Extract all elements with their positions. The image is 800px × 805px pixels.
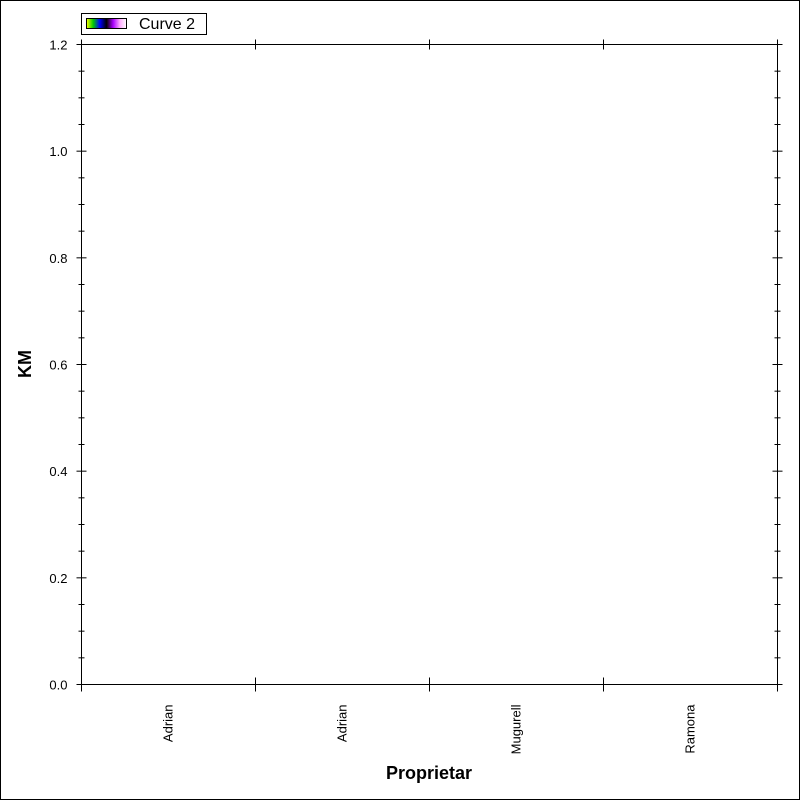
x-axis-tick-labels: Adrian Adrian Mugurell Ramona [161,704,698,755]
x-tick-label: Mugurell [509,704,524,754]
y-tick-label: 0.6 [49,358,67,373]
x-axis-title: Proprietar [386,763,472,783]
x-tick-label: Adrian [335,705,350,743]
x-tick-label: Ramona [683,704,698,754]
legend: Curve 2 [81,13,207,35]
legend-label: Curve 2 [139,16,195,33]
y-tick-label: 0.8 [49,251,67,266]
y-axis-ticks [76,44,783,685]
y-axis-title: KM [15,350,35,378]
y-tick-label: 0.2 [49,571,67,586]
y-tick-label: 0.4 [49,464,67,479]
y-axis-tick-labels: 0.0 0.2 0.4 0.6 0.8 1.0 1.2 [49,38,67,693]
y-tick-label: 1.0 [49,144,67,159]
y-tick-label: 0.0 [49,678,67,693]
x-axis-ticks [81,39,778,692]
x-tick-label: Adrian [161,705,176,743]
y-tick-label: 1.2 [49,38,67,53]
legend-swatch [86,18,127,29]
